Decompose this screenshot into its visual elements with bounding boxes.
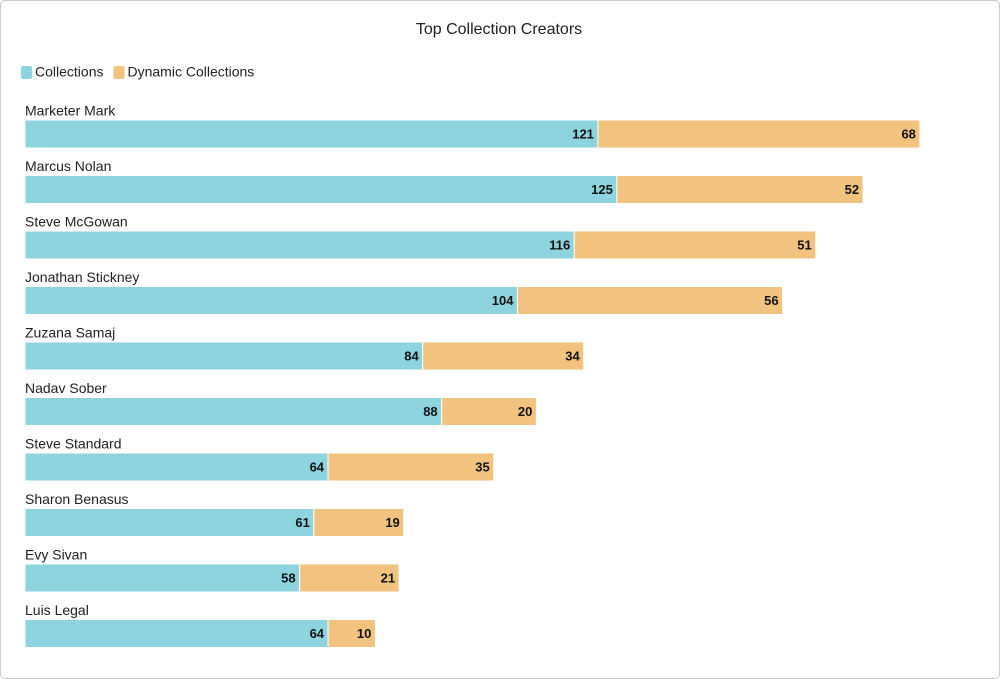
bar-segment <box>24 563 301 593</box>
category-label: Steve McGowan <box>25 214 128 230</box>
bar-segment <box>573 230 817 260</box>
bar-segment <box>24 452 329 482</box>
legend-swatch <box>113 66 125 79</box>
category-label: Marketer Mark <box>25 103 116 119</box>
chart-title: Top Collection Creators <box>416 21 582 38</box>
value-label: 20 <box>518 404 532 419</box>
value-label: 121 <box>572 126 594 141</box>
bar-segment <box>24 619 329 648</box>
bar-segment <box>24 397 443 426</box>
legend-label: Dynamic Collections <box>127 64 254 80</box>
bar-segment <box>313 508 405 537</box>
value-label: 125 <box>591 182 613 197</box>
value-label: 10 <box>357 626 371 641</box>
value-label: 56 <box>764 293 778 308</box>
value-label: 88 <box>423 404 437 419</box>
bar-segment <box>441 397 537 426</box>
category-label: Evy Sivan <box>25 547 87 563</box>
bar-segment <box>24 341 424 371</box>
value-label: 19 <box>385 515 399 530</box>
category-label: Sharon Benasus <box>25 491 129 507</box>
value-label: 68 <box>901 126 915 141</box>
category-label: Luis Legal <box>25 602 89 618</box>
category-label: Nadav Sober <box>25 380 107 396</box>
category-label: Steve Standard <box>25 436 122 452</box>
bar-segment <box>299 563 400 593</box>
value-label: 64 <box>310 459 325 474</box>
value-label: 34 <box>565 348 580 363</box>
value-label: 64 <box>310 626 325 641</box>
bar-segment <box>597 119 921 149</box>
value-label: 61 <box>295 515 309 530</box>
value-label: 51 <box>797 237 811 252</box>
value-label: 52 <box>845 182 859 197</box>
bar-segment <box>327 619 376 648</box>
value-label: 58 <box>281 570 295 585</box>
bar-segment <box>24 286 518 315</box>
bar-segment <box>616 175 864 204</box>
bar-segment <box>24 230 575 260</box>
category-label: Zuzana Samaj <box>25 325 115 341</box>
bar-segment <box>516 286 784 315</box>
value-label: 21 <box>381 570 395 585</box>
value-label: 104 <box>492 293 514 308</box>
bar-segment <box>422 341 585 371</box>
category-label: Jonathan Stickney <box>25 269 139 285</box>
bar-segment <box>327 452 495 482</box>
legend-label: Collections <box>35 64 103 80</box>
category-label: Marcus Nolan <box>25 158 111 174</box>
legend-swatch <box>21 66 32 79</box>
bar-segment <box>24 508 315 537</box>
value-label: 84 <box>404 348 419 363</box>
bar-segment <box>24 119 599 149</box>
value-label: 116 <box>549 237 570 252</box>
value-label: 35 <box>475 459 489 474</box>
bar-segment <box>24 175 618 204</box>
